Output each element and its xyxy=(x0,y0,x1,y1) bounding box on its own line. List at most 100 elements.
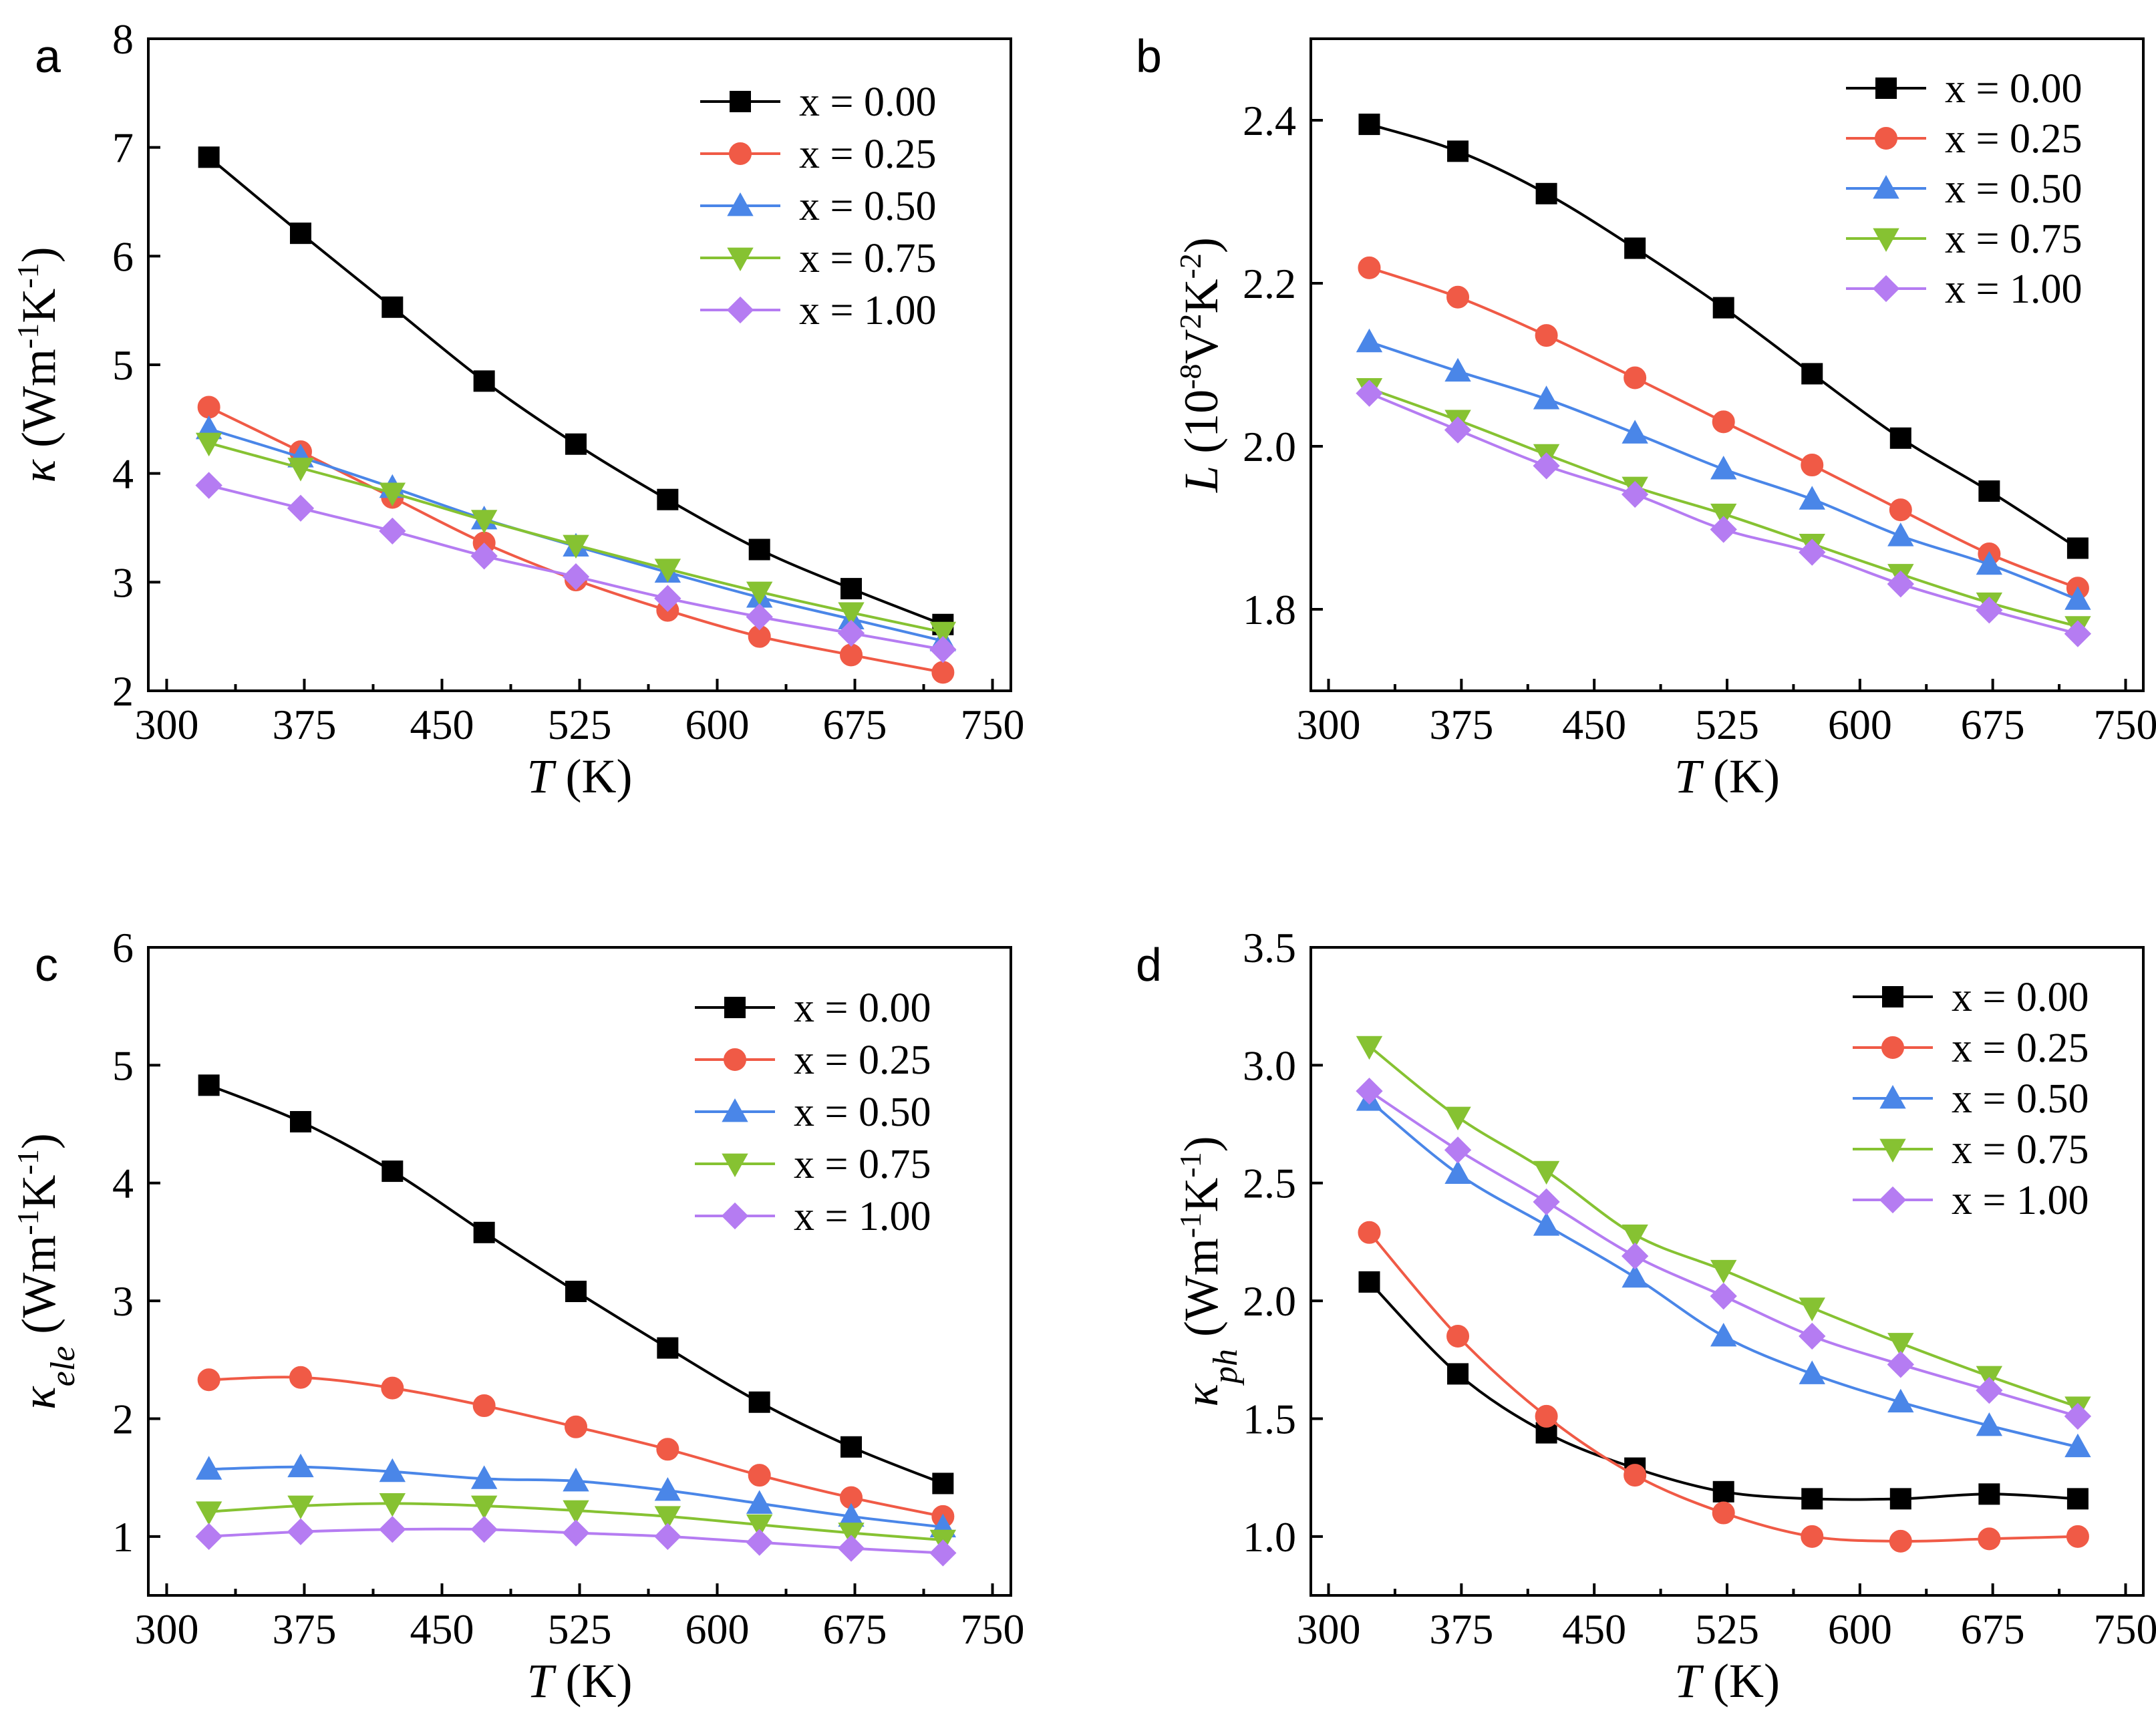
data-point xyxy=(746,581,773,606)
data-point xyxy=(1976,1412,2003,1436)
data-point xyxy=(654,585,681,612)
data-point xyxy=(1889,1529,1912,1553)
x-tick-label: 375 xyxy=(272,701,336,748)
data-point xyxy=(1621,1242,1649,1270)
series-0 xyxy=(198,146,954,635)
data-point xyxy=(470,542,498,570)
legend-marker xyxy=(1873,228,1899,253)
data-point xyxy=(472,1394,496,1418)
data-point xyxy=(1801,1488,1823,1510)
data-point xyxy=(1444,357,1471,382)
data-point xyxy=(654,1506,681,1530)
legend-label: x = 0.00 xyxy=(1945,66,2082,112)
legend-label: x = 1.00 xyxy=(794,1194,931,1239)
data-point xyxy=(470,1516,498,1543)
y-axis-title: κ (Wm-1K-1) xyxy=(11,247,66,482)
series-line xyxy=(1368,1231,2078,1543)
legend-label: x = 1.00 xyxy=(1945,267,2082,312)
data-point xyxy=(746,1529,773,1556)
data-point xyxy=(748,1464,771,1487)
legend-marker xyxy=(1882,986,1903,1007)
x-tick-label: 675 xyxy=(1961,701,2025,748)
y-tick-label: 3.5 xyxy=(1243,924,1296,971)
data-point xyxy=(2066,1525,2089,1548)
legend-marker xyxy=(727,247,754,272)
data-point xyxy=(563,1467,589,1492)
data-point xyxy=(1533,1212,1560,1236)
legend-marker xyxy=(1879,1138,1906,1163)
legend-label: x = 0.75 xyxy=(799,236,936,281)
series-1 xyxy=(197,1366,955,1528)
data-point xyxy=(1358,1221,1381,1244)
x-tick-label: 600 xyxy=(685,1605,750,1653)
y-tick-label: 1.0 xyxy=(1243,1513,1296,1561)
series-2 xyxy=(195,1453,957,1538)
y-tick-label: 7 xyxy=(112,124,134,172)
y-tick-label: 2 xyxy=(112,667,134,715)
data-point xyxy=(195,1456,222,1480)
x-tick-label: 375 xyxy=(1429,701,1493,748)
data-point xyxy=(1976,597,2003,624)
data-point xyxy=(473,370,495,392)
data-point xyxy=(289,1366,312,1389)
data-point xyxy=(1887,1351,1914,1378)
legend: x = 0.00x = 0.25x = 0.50x = 0.75x = 1.00 xyxy=(1846,66,2082,312)
y-axis-title: κph (Wm-1K-1) xyxy=(1173,1136,1245,1406)
legend-marker xyxy=(1872,275,1900,303)
data-point xyxy=(1712,297,1734,319)
legend-marker xyxy=(722,1153,748,1178)
y-tick-label: 3 xyxy=(112,559,134,606)
x-tick-label: 525 xyxy=(1695,701,1759,748)
panel-a-chart: a 300 375 450 525 600 675 750 2 3 4 5 6 7 8 T (K) κ (Wm-… xyxy=(11,15,1025,803)
data-point xyxy=(1978,1527,2001,1551)
x-tick-label: 300 xyxy=(1297,1605,1361,1653)
series-4 xyxy=(195,472,957,663)
data-point xyxy=(565,1280,587,1302)
series-0 xyxy=(1358,1271,2089,1510)
data-point xyxy=(1447,1363,1469,1385)
x-tick-label: 750 xyxy=(2093,701,2156,748)
x-tick-label: 525 xyxy=(1695,1605,1759,1653)
panel-c-chart: c 300 375 450 525 600 675 750 1 2 3 4 5 6 T (K) κele (W… xyxy=(11,924,1025,1708)
data-point xyxy=(1978,1483,2000,1505)
data-point xyxy=(379,482,406,507)
data-point xyxy=(1976,551,2003,575)
data-point xyxy=(657,1337,679,1359)
data-point xyxy=(2066,537,2089,559)
legend: x = 0.00x = 0.25x = 0.50x = 0.75x = 1.00 xyxy=(695,985,931,1239)
data-point xyxy=(1624,237,1646,259)
data-point xyxy=(1710,503,1737,528)
data-point xyxy=(840,643,863,667)
series-2 xyxy=(1356,328,2091,610)
data-point xyxy=(654,1523,681,1550)
x-tick-label: 375 xyxy=(1429,1605,1493,1653)
data-point xyxy=(470,1465,498,1489)
data-point xyxy=(470,510,498,534)
y-tick-label: 3 xyxy=(112,1277,134,1325)
y-axis-title: κele (Wm-1K-1) xyxy=(11,1133,82,1410)
y-tick-label: 3.0 xyxy=(1243,1042,1296,1089)
series-line xyxy=(208,1376,943,1518)
data-point xyxy=(840,1436,863,1458)
legend-marker xyxy=(1879,1084,1906,1109)
data-point xyxy=(1799,1322,1826,1350)
data-point xyxy=(198,1074,220,1096)
data-point xyxy=(840,578,863,600)
legend-label: x = 0.75 xyxy=(1945,216,2082,262)
legend: x = 0.00x = 0.25x = 0.50x = 0.75x = 1.00 xyxy=(1853,975,2089,1223)
legend-label: x = 0.00 xyxy=(1952,975,2089,1020)
x-tick-label: 675 xyxy=(1961,1605,2025,1653)
x-tick-label: 450 xyxy=(410,1605,474,1653)
data-point xyxy=(379,517,406,545)
series-0 xyxy=(1358,114,2089,559)
y-tick-label: 2.4 xyxy=(1243,97,1296,144)
data-point xyxy=(838,1523,865,1547)
data-point xyxy=(1887,1333,1914,1357)
data-point xyxy=(1710,516,1737,543)
data-point xyxy=(2064,1402,2092,1430)
panel-letter: a xyxy=(35,30,61,82)
data-point xyxy=(1710,1282,1737,1310)
x-tick-label: 600 xyxy=(1828,701,1892,748)
data-point xyxy=(838,602,865,626)
legend: x = 0.00x = 0.25x = 0.50x = 0.75x = 1.00 xyxy=(700,80,936,333)
